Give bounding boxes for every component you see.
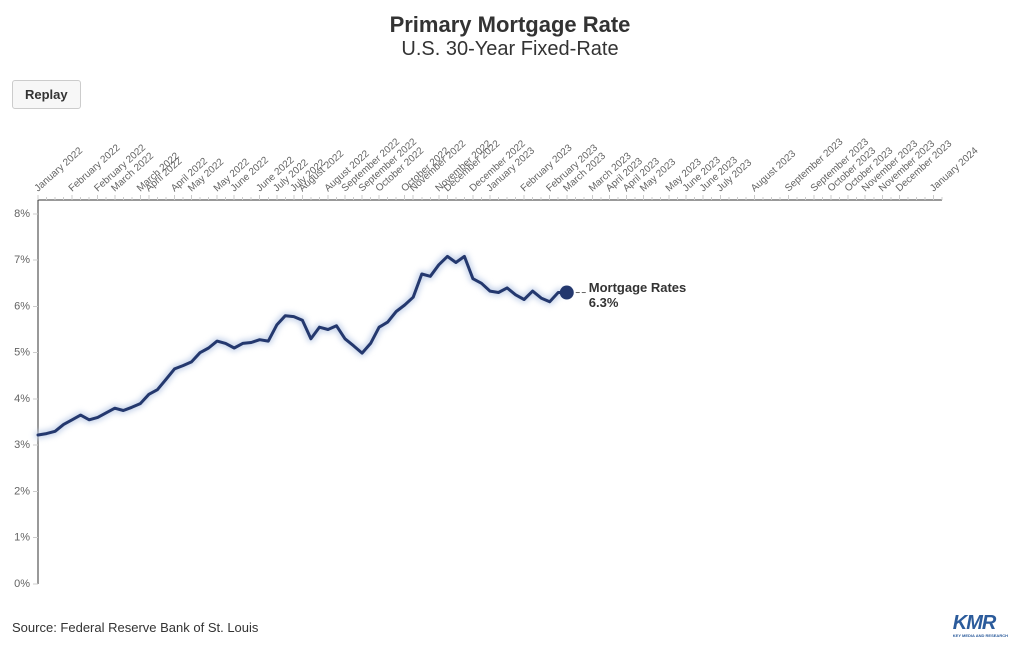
logo-subtext: KEY MEDIA AND RESEARCH — [953, 633, 1008, 638]
endpoint-marker — [560, 286, 574, 300]
mortgage-rate-line — [38, 256, 567, 435]
chart-container: Primary Mortgage Rate U.S. 30-Year Fixed… — [0, 0, 1020, 650]
svg-text:5%: 5% — [14, 347, 30, 359]
svg-text:4%: 4% — [14, 393, 30, 405]
svg-text:0%: 0% — [14, 578, 30, 590]
logo-text: KMR — [953, 612, 996, 634]
svg-text:6%: 6% — [14, 300, 30, 312]
svg-text:7%: 7% — [14, 254, 30, 266]
endpoint-label-value: 6.3% — [589, 295, 619, 310]
brand-logo: KMR KEY MEDIA AND RESEARCH — [953, 612, 1008, 638]
svg-text:8%: 8% — [14, 208, 30, 220]
svg-text:1%: 1% — [14, 532, 30, 544]
svg-text:2%: 2% — [14, 485, 30, 497]
chart-svg: 0%1%2%3%4%5%6%7%8%January 2022February 2… — [0, 0, 1020, 650]
endpoint-label-name: Mortgage Rates — [589, 280, 687, 295]
svg-text:3%: 3% — [14, 439, 30, 451]
source-text: Source: Federal Reserve Bank of St. Loui… — [12, 620, 258, 635]
